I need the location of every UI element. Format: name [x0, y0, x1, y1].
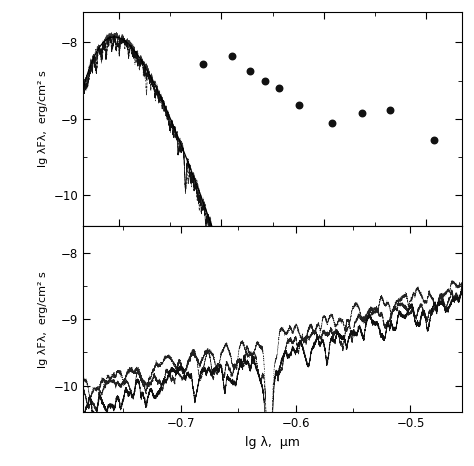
- Point: [431, 137, 438, 144]
- Point: [228, 52, 236, 60]
- Point: [275, 84, 283, 92]
- Point: [358, 110, 365, 117]
- Y-axis label: lg λFλ,  erg/cm² s: lg λFλ, erg/cm² s: [38, 70, 48, 167]
- Point: [328, 119, 336, 126]
- Point: [387, 106, 394, 113]
- Point: [246, 68, 254, 75]
- Y-axis label: lg λFλ,  erg/cm² s: lg λFλ, erg/cm² s: [38, 271, 48, 368]
- Point: [199, 60, 207, 68]
- X-axis label: lg λ,  μm: lg λ, μm: [245, 436, 300, 449]
- Point: [295, 101, 303, 109]
- Point: [262, 77, 269, 84]
